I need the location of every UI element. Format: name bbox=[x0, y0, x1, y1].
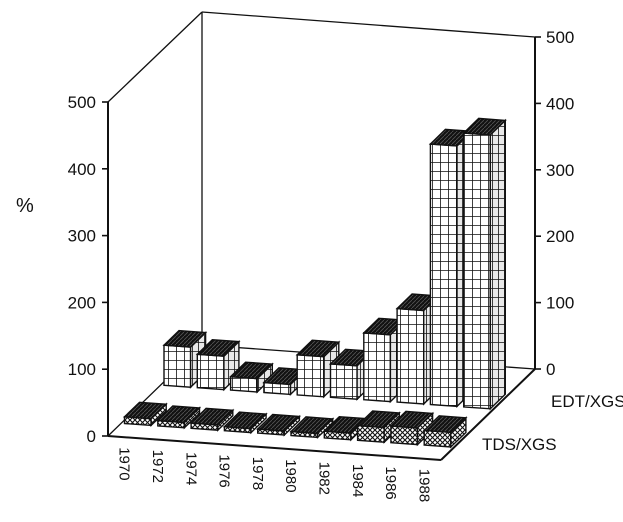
x-tick-label: 1970 bbox=[116, 447, 133, 480]
edt-bar bbox=[162, 329, 208, 389]
tds-bar bbox=[222, 411, 268, 435]
tds-bar bbox=[289, 416, 335, 440]
x-tick-label: 1972 bbox=[149, 450, 166, 483]
bar-top-face bbox=[289, 416, 335, 435]
bar-front-face bbox=[390, 425, 419, 446]
left-tick-label: 300 bbox=[68, 227, 96, 246]
bar-top-face bbox=[162, 329, 208, 348]
bar-top-face bbox=[122, 401, 168, 420]
right-tick-label: 300 bbox=[546, 161, 574, 180]
right-tick-label: 200 bbox=[546, 227, 574, 246]
left-tick-label: 400 bbox=[68, 160, 96, 179]
back-top-edge bbox=[201, 11, 536, 38]
left-tick-label: 200 bbox=[68, 293, 96, 312]
bar-front-face bbox=[429, 143, 458, 408]
bar-top-face bbox=[189, 407, 235, 426]
right-tick-label: 0 bbox=[546, 360, 555, 379]
bar-side-face bbox=[489, 118, 506, 411]
bar-top-face bbox=[295, 339, 341, 358]
bar-front-face bbox=[296, 354, 325, 398]
tds-bar bbox=[122, 401, 168, 428]
back-left-edge bbox=[107, 11, 203, 103]
bar-front-face bbox=[329, 363, 358, 400]
floor-right-edge bbox=[440, 368, 536, 461]
bar-top-face bbox=[462, 117, 507, 136]
x-tick-label: 1986 bbox=[382, 466, 399, 499]
bar-top-face bbox=[195, 338, 241, 357]
x-tick-label: 1976 bbox=[216, 454, 233, 487]
bar-front-face bbox=[363, 332, 392, 403]
left-tick-label: 100 bbox=[68, 360, 96, 379]
bar-front-face bbox=[196, 353, 225, 391]
bar-top-face bbox=[156, 405, 202, 424]
y-axis-label: % bbox=[16, 195, 34, 217]
right-axis-ticks: 0 100 200 300 400 500 bbox=[535, 28, 574, 379]
bar-front-face bbox=[463, 132, 491, 410]
bar-top-face bbox=[222, 411, 268, 430]
series-label-back: EDT/XGS bbox=[551, 392, 623, 411]
tds-bar bbox=[156, 405, 202, 430]
right-tick-label: 400 bbox=[546, 94, 574, 113]
tds-bar bbox=[256, 413, 302, 437]
tds-bar bbox=[189, 407, 235, 432]
x-tick-label: 1984 bbox=[349, 464, 366, 497]
bar-front-face bbox=[423, 429, 452, 448]
bar-top-face bbox=[228, 361, 274, 380]
x-tick-label: 1988 bbox=[415, 469, 432, 502]
bar-top-face bbox=[355, 410, 401, 429]
right-tick-label: 500 bbox=[546, 28, 574, 47]
bar-front-face bbox=[396, 307, 425, 405]
series-label-front: TDS/XGS bbox=[482, 435, 557, 454]
bar-top-face bbox=[389, 410, 435, 429]
x-tick-label: 1974 bbox=[182, 452, 199, 485]
x-tick-label: 1980 bbox=[282, 459, 299, 492]
x-axis-ticks: 1970 1972 1974 1976 1978 1980 1982 1984 1986 1988 bbox=[116, 447, 433, 502]
left-tick-label: 500 bbox=[68, 93, 96, 112]
bar-front-face bbox=[356, 424, 385, 443]
tds-bar bbox=[422, 415, 468, 449]
x-tick-label: 1978 bbox=[249, 457, 266, 490]
bars bbox=[122, 117, 507, 449]
right-tick-label: 100 bbox=[546, 294, 574, 313]
bar-front-face bbox=[163, 344, 192, 388]
x-tick-label: 1982 bbox=[315, 462, 332, 495]
bar-top-face bbox=[422, 415, 468, 434]
left-axis-ticks: 0 100 200 300 400 500 bbox=[68, 93, 108, 446]
bar-top-face bbox=[256, 413, 302, 432]
left-tick-label: 0 bbox=[87, 427, 96, 446]
floor-front-edge bbox=[107, 435, 442, 461]
edt-bar bbox=[462, 117, 507, 411]
